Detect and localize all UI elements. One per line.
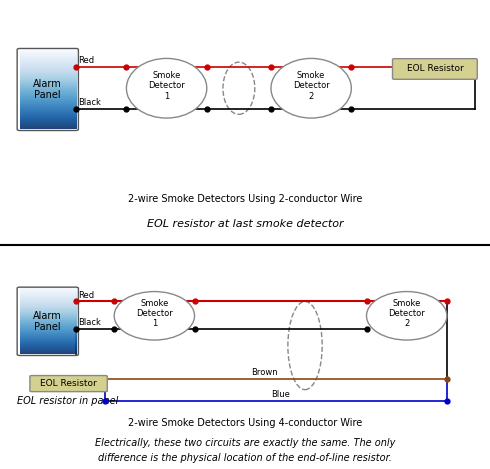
- Text: EOL resistor at last smoke detector: EOL resistor at last smoke detector: [147, 219, 343, 229]
- Text: Electrically, these two circuits are exactly the same. The only: Electrically, these two circuits are exa…: [95, 438, 395, 447]
- Ellipse shape: [126, 59, 207, 118]
- Text: EOL resistor in panel: EOL resistor in panel: [17, 396, 119, 406]
- Text: Brown: Brown: [252, 368, 278, 377]
- Text: EOL Resistor: EOL Resistor: [407, 64, 463, 74]
- Text: Black: Black: [78, 98, 101, 107]
- Ellipse shape: [114, 292, 195, 340]
- Ellipse shape: [223, 62, 255, 114]
- Text: Smoke
Detector
2: Smoke Detector 2: [389, 299, 425, 328]
- Text: difference is the physical location of the end-of-line resistor.: difference is the physical location of t…: [98, 453, 392, 463]
- Ellipse shape: [271, 59, 351, 118]
- FancyBboxPatch shape: [30, 376, 107, 392]
- Ellipse shape: [367, 292, 447, 340]
- Text: Alarm
Panel: Alarm Panel: [33, 310, 62, 332]
- Text: Smoke
Detector
1: Smoke Detector 1: [148, 71, 185, 101]
- Text: Blue: Blue: [271, 390, 290, 399]
- Ellipse shape: [288, 302, 322, 390]
- Text: 2-wire Smoke Detectors Using 4-conductor Wire: 2-wire Smoke Detectors Using 4-conductor…: [128, 418, 362, 428]
- Text: Red: Red: [78, 290, 95, 300]
- Text: Alarm
Panel: Alarm Panel: [33, 79, 62, 100]
- FancyBboxPatch shape: [392, 59, 477, 79]
- Text: EOL Resistor: EOL Resistor: [40, 379, 97, 388]
- Text: 2-wire Smoke Detectors Using 2-conductor Wire: 2-wire Smoke Detectors Using 2-conductor…: [128, 194, 362, 204]
- Text: Smoke
Detector
1: Smoke Detector 1: [136, 299, 172, 328]
- Text: Black: Black: [78, 318, 101, 327]
- Text: Red: Red: [78, 56, 95, 65]
- Text: Smoke
Detector
2: Smoke Detector 2: [293, 71, 329, 101]
